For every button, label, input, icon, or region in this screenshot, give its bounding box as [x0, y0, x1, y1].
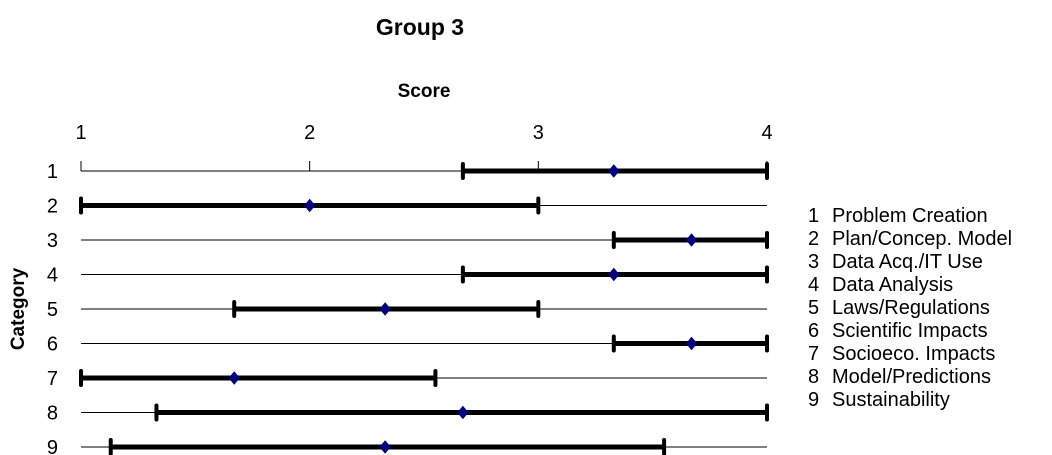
mean-marker: [608, 267, 620, 282]
y-tick-label: 9: [47, 437, 58, 455]
legend-number: 7: [808, 343, 820, 365]
legend-label: Data Analysis: [832, 274, 954, 296]
legend-number: 8: [808, 366, 820, 388]
legend-label: Model/Predictions: [832, 366, 991, 388]
mean-marker: [608, 164, 620, 178]
x-axis-title: Score: [398, 81, 451, 102]
mean-marker: [379, 302, 391, 316]
legend-number: 5: [808, 297, 820, 319]
mean-marker: [228, 371, 240, 385]
mean-marker: [457, 405, 469, 420]
y-tick-label: 1: [47, 161, 58, 183]
legend-item: 7 Socioeco. Impacts: [808, 343, 1012, 366]
x-tick-label: 2: [304, 122, 315, 144]
y-tick-label: 8: [47, 403, 58, 425]
y-tick-label: 4: [47, 265, 58, 287]
x-tick-label: 3: [533, 122, 544, 144]
legend-label: Sustainability: [832, 389, 950, 411]
legend-item: 2 Plan/Concep. Model: [808, 228, 1012, 251]
mean-marker: [685, 233, 698, 247]
legend-label: Data Acq./IT Use: [832, 251, 983, 273]
y-tick-label: 7: [47, 368, 58, 390]
y-axis-title: Category: [8, 267, 29, 350]
mean-marker: [304, 198, 316, 213]
x-tick-label: 4: [761, 122, 772, 144]
legend-label: Socioeco. Impacts: [832, 343, 996, 365]
legend-item: 9 Sustainability: [808, 389, 1012, 412]
legend-item: 6 Scientific Impacts: [808, 320, 1012, 343]
legend-number: 1: [808, 205, 820, 227]
mean-marker: [685, 336, 698, 351]
y-tick-label: 5: [47, 299, 58, 321]
legend-item: 8 Model/Predictions: [808, 366, 1012, 389]
legend-label: Plan/Concep. Model: [832, 228, 1013, 250]
legend-item: 4 Data Analysis: [808, 274, 1012, 297]
mean-marker: [379, 440, 391, 454]
legend-item: 1 Problem Creation: [808, 205, 1012, 228]
y-tick-label: 6: [47, 334, 58, 356]
legend-number: 9: [808, 389, 820, 411]
chart-title: Group 3: [375, 14, 465, 40]
legend-number: 3: [808, 251, 820, 273]
y-tick-label: 2: [47, 196, 58, 218]
legend-number: 6: [808, 320, 820, 342]
legend-label: Problem Creation: [832, 205, 988, 227]
y-tick-label: 3: [47, 230, 58, 252]
legend: 1 Problem Creation 2 Plan/Concep. Model 3 Dat…: [808, 205, 1012, 412]
x-tick-label: 1: [75, 122, 86, 144]
legend-item: 5 Laws/Regulations: [808, 297, 1012, 320]
legend-label: Scientific Impacts: [832, 320, 988, 342]
legend-label: Laws/Regulations: [832, 297, 990, 319]
legend-number: 2: [808, 228, 820, 250]
legend-number: 4: [808, 274, 820, 296]
legend-item: 3 Data Acq./IT Use: [808, 251, 1012, 274]
